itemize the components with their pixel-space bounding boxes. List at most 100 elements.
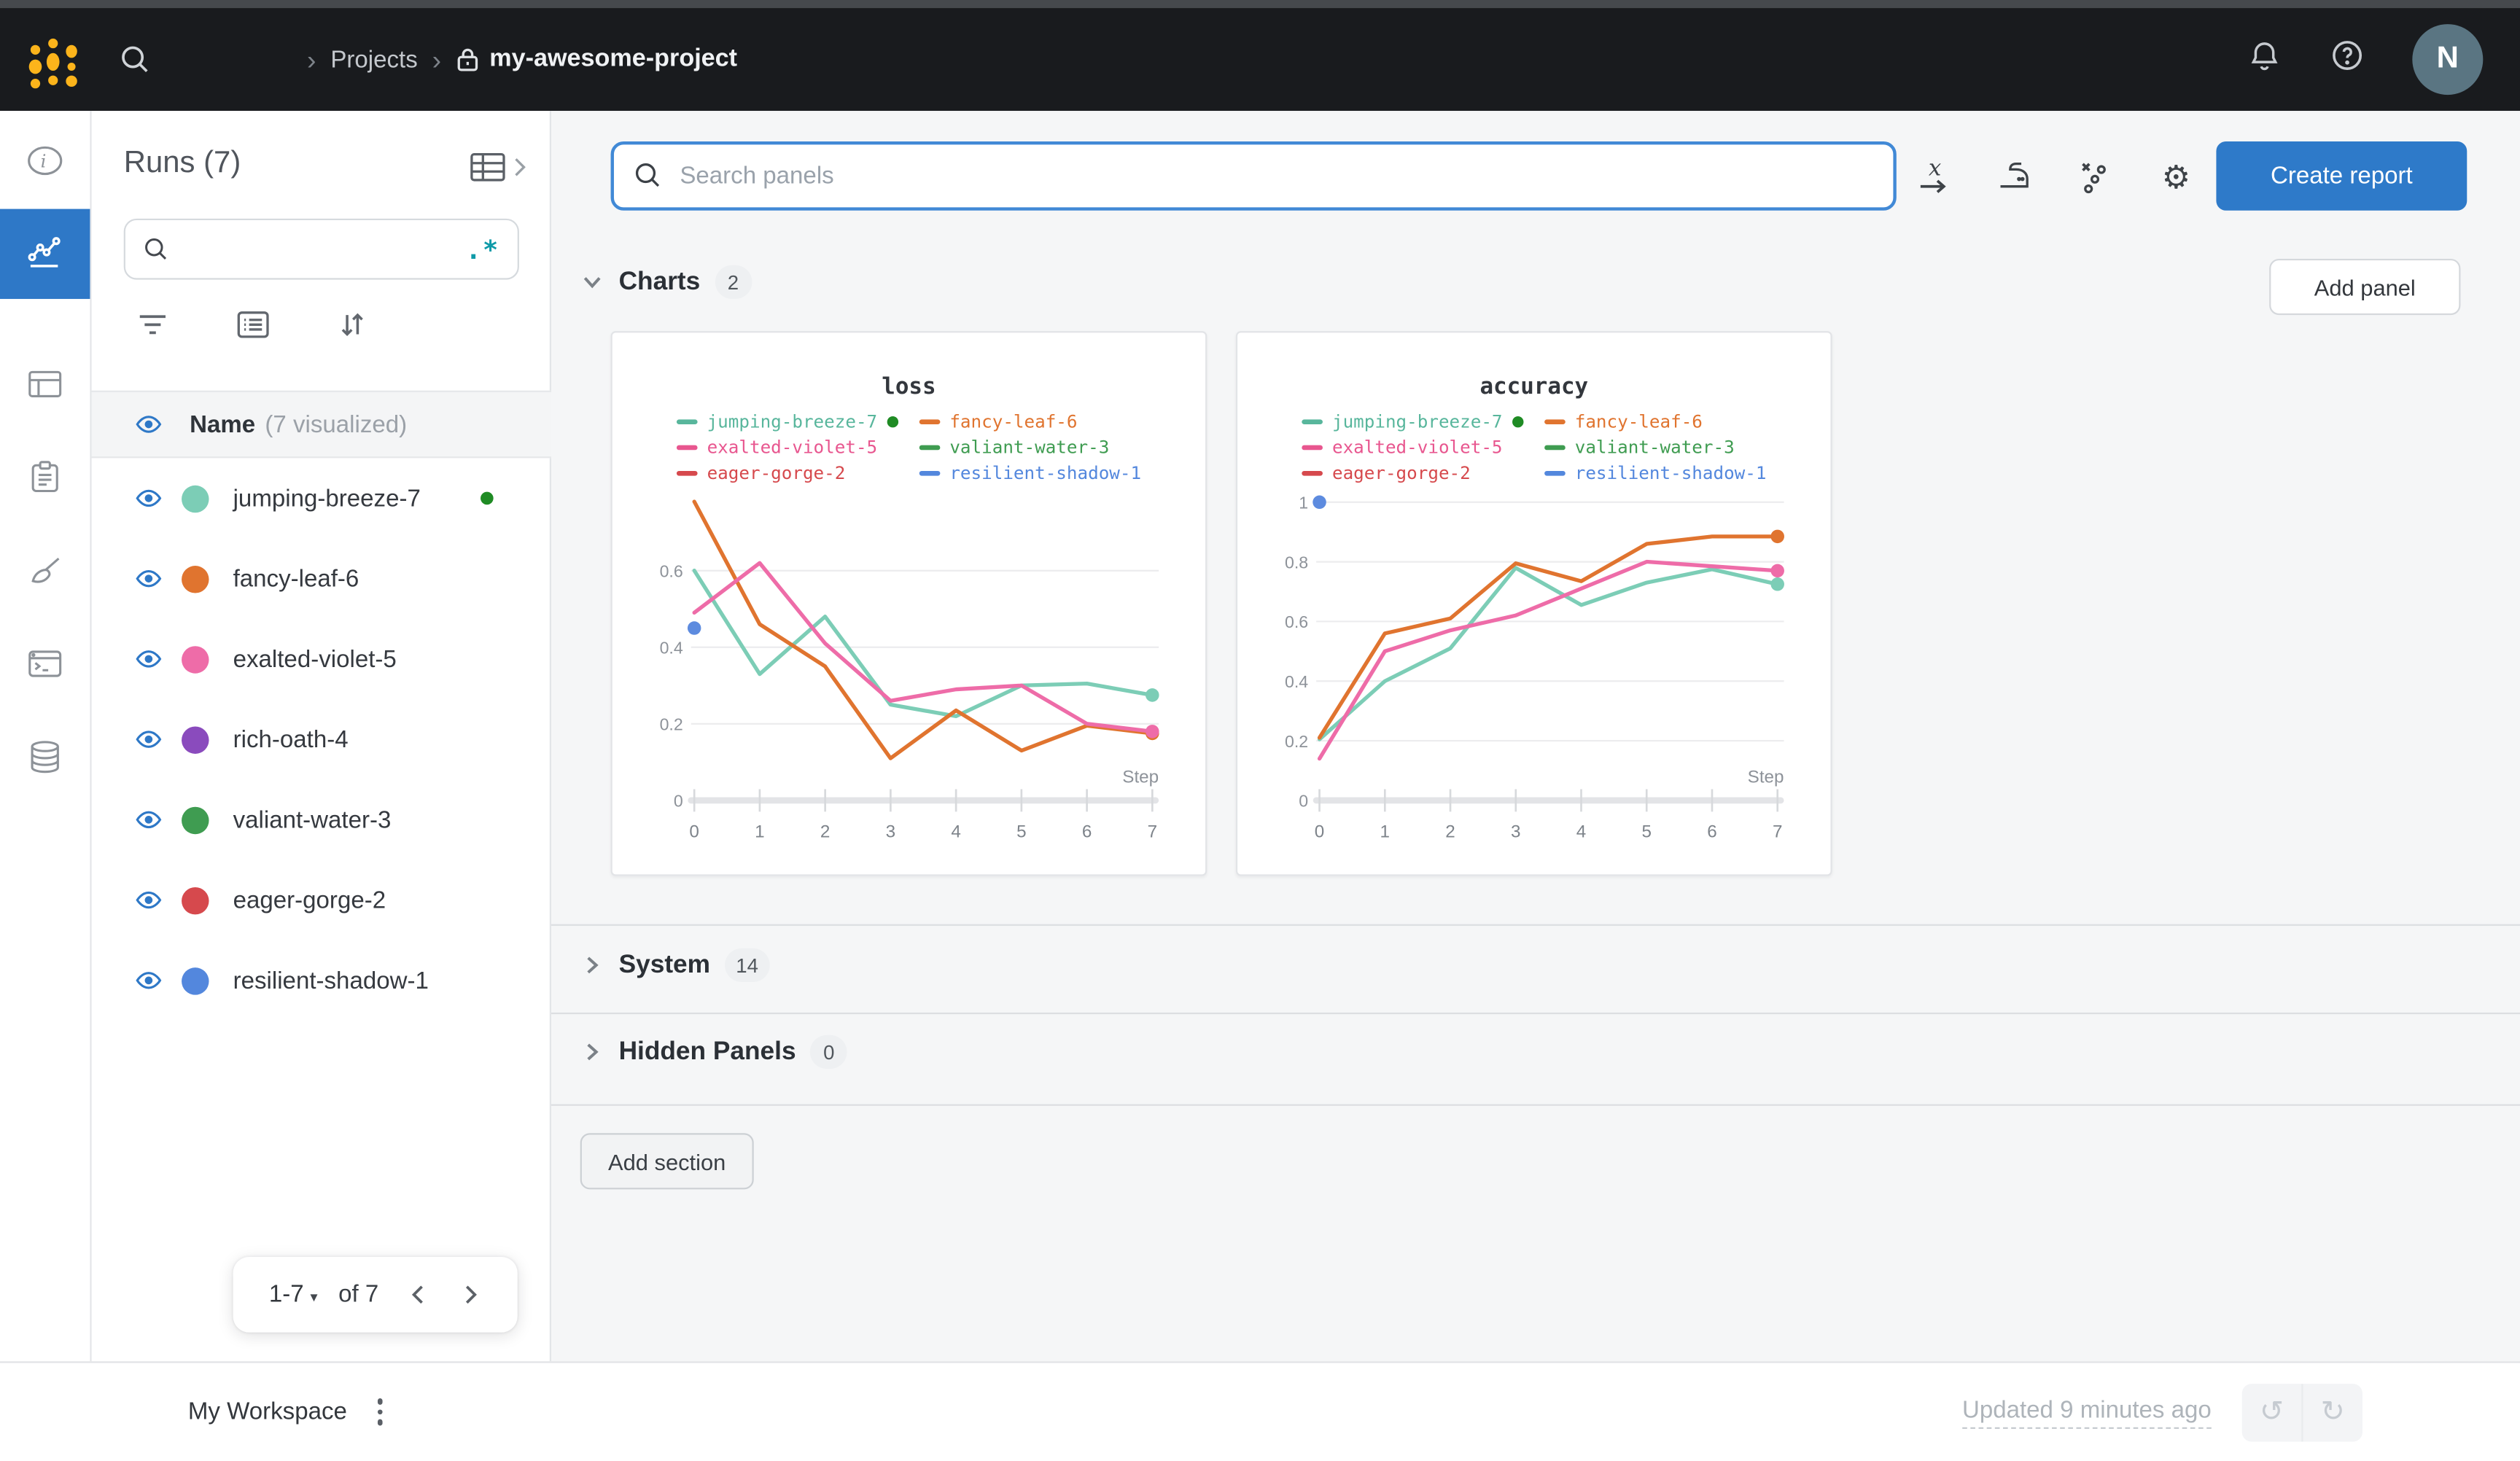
svg-text:3: 3 [1511, 822, 1520, 842]
filter-icon[interactable] [136, 310, 168, 347]
visibility-eye-icon[interactable] [135, 485, 162, 512]
add-panel-button[interactable]: Add panel [2269, 258, 2461, 316]
runs-pagination: 1-7 ▾ of 7 [233, 1257, 518, 1333]
runs-search-input[interactable] [183, 234, 466, 264]
accuracy-chart-panel[interactable]: accuracy jumping-breeze-7 fancy-leaf-6 exa… [1235, 331, 1832, 876]
svg-text:5: 5 [1641, 822, 1651, 842]
sort-icon[interactable] [338, 310, 367, 347]
legend-run-name: valiant-water-3 [1574, 437, 1735, 459]
wandb-logo[interactable] [28, 34, 77, 89]
runs-table-icon [470, 152, 505, 182]
rail-sweeps-broom-icon[interactable] [0, 535, 90, 606]
rail-terminal-icon[interactable] [0, 628, 90, 699]
section-divider [551, 1012, 2520, 1015]
hidden-panels-count-badge: 0 [810, 1035, 848, 1070]
last-updated-link[interactable]: Updated 9 minutes ago [1961, 1396, 2212, 1428]
loss-chart-panel[interactable]: loss jumping-breeze-7 fancy-leaf-6 exalted… [610, 331, 1208, 876]
legend-item[interactable]: eager-gorge-2 [676, 463, 898, 484]
run-color-dot [182, 806, 209, 834]
loss-chart-plot: 0 0.2 0.4 0.6 0 1 2 3 4 5 6 7 Step [660, 499, 1159, 842]
regex-toggle[interactable]: .* [465, 233, 500, 265]
next-page-button[interactable] [457, 1282, 481, 1306]
system-section-header[interactable]: System 14 [580, 948, 770, 983]
legend-item[interactable]: jumping-breeze-7 [676, 411, 898, 432]
group-list-icon[interactable] [236, 310, 270, 347]
workspace-menu-kebab-icon[interactable] [377, 1398, 384, 1425]
rail-panels-table-icon[interactable] [0, 348, 90, 419]
global-search-icon[interactable] [117, 42, 152, 77]
legend-swatch [676, 470, 698, 477]
rail-logs-clipboard-icon[interactable] [0, 442, 90, 513]
create-report-button[interactable]: Create report [2216, 141, 2468, 211]
legend-item[interactable]: eager-gorge-2 [1302, 463, 1523, 484]
visualized-note: (7 visualized) [265, 410, 408, 438]
svg-text:0.4: 0.4 [1285, 672, 1308, 691]
visibility-eye-icon[interactable] [135, 565, 162, 592]
legend-swatch [676, 445, 698, 451]
breadcrumb-projects-link[interactable]: Projects [330, 45, 418, 74]
run-row[interactable]: jumping-breeze-7 [92, 458, 551, 538]
legend-item[interactable]: exalted-violet-5 [676, 437, 898, 458]
legend-item[interactable]: resilient-shadow-1 [919, 463, 1141, 484]
legend-item[interactable]: fancy-leaf-6 [919, 411, 1141, 432]
add-section-button[interactable]: Add section [580, 1133, 754, 1190]
svg-text:0.8: 0.8 [1285, 553, 1308, 572]
top-nav-bar: › Projects › my-awesome-project N [0, 8, 2520, 112]
avatar[interactable]: N [2412, 24, 2484, 96]
rail-workspace-charts-icon[interactable] [0, 209, 90, 300]
legend-run-name: fancy-leaf-6 [949, 411, 1078, 433]
breadcrumb-separator: › [432, 44, 442, 75]
x-axis-settings-icon[interactable]: x [1916, 155, 1954, 197]
svg-text:Step: Step [1748, 768, 1784, 787]
smoothing-iron-icon[interactable] [1996, 155, 2034, 197]
rail-overview-info-icon[interactable]: i [0, 125, 90, 196]
run-row[interactable]: valiant-water-3 [92, 779, 551, 860]
legend-item[interactable]: jumping-breeze-7 [1302, 411, 1524, 432]
settings-gear-icon[interactable]: ⚙ [2161, 156, 2191, 195]
svg-text:Step: Step [1122, 768, 1159, 787]
visibility-eye-icon[interactable] [135, 725, 162, 752]
runs-name-header[interactable]: Name (7 visualized) [91, 390, 551, 459]
hidden-panels-section-header[interactable]: Hidden Panels 0 [580, 1035, 848, 1070]
prev-page-button[interactable] [406, 1282, 430, 1306]
breadcrumb-project[interactable]: my-awesome-project [456, 45, 737, 74]
run-row[interactable]: resilient-shadow-1 [92, 940, 551, 1021]
run-row[interactable]: fancy-leaf-6 [92, 539, 551, 619]
page-range-dropdown[interactable]: 1-7 ▾ [268, 1281, 318, 1309]
visibility-eye-icon[interactable] [135, 887, 162, 913]
svg-text:7: 7 [1148, 822, 1157, 842]
expand-runs-table-button[interactable] [470, 151, 529, 183]
legend-item[interactable]: exalted-violet-5 [1302, 437, 1523, 458]
remove-outliers-icon[interactable] [2077, 155, 2115, 197]
redo-button[interactable]: ↻ [2301, 1383, 2362, 1441]
svg-text:0: 0 [674, 792, 683, 811]
active-run-dot [481, 491, 494, 505]
visibility-eye-icon[interactable] [135, 967, 162, 994]
legend-swatch [919, 445, 941, 451]
visibility-eye-icon[interactable] [135, 806, 162, 833]
legend-swatch [1302, 418, 1323, 425]
legend-run-name: fancy-leaf-6 [1574, 411, 1703, 433]
legend-item[interactable]: valiant-water-3 [1544, 437, 1767, 459]
charts-section-label: Charts [618, 268, 701, 295]
search-panels-input[interactable] [610, 141, 1897, 211]
undo-button[interactable]: ↺ [2259, 1395, 2284, 1429]
notifications-bell-icon[interactable] [2247, 37, 2282, 82]
run-row[interactable]: exalted-violet-5 [92, 619, 551, 699]
visibility-eye-icon[interactable] [135, 410, 162, 437]
run-row[interactable]: eager-gorge-2 [92, 860, 551, 940]
svg-text:0.6: 0.6 [1285, 612, 1308, 631]
legend-item[interactable]: valiant-water-3 [919, 437, 1141, 458]
visibility-eye-icon[interactable] [135, 645, 162, 672]
legend-item[interactable]: resilient-shadow-1 [1544, 463, 1766, 484]
legend-item[interactable]: fancy-leaf-6 [1544, 411, 1767, 432]
run-row[interactable]: rich-oath-4 [92, 699, 551, 779]
rail-artifacts-database-icon[interactable] [0, 722, 90, 792]
help-icon[interactable] [2329, 37, 2366, 82]
charts-section-header[interactable]: Charts 2 [580, 265, 752, 300]
chevron-down-icon [580, 270, 604, 294]
chevron-right-icon [515, 158, 526, 176]
panel-title: loss [882, 374, 936, 400]
lock-icon [456, 48, 478, 71]
